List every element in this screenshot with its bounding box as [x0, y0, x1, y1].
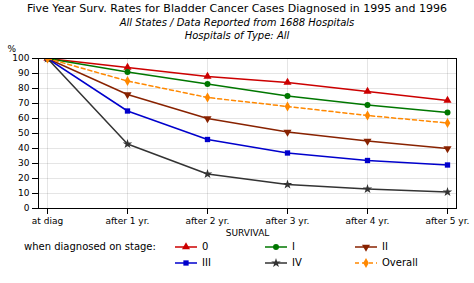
svg-text:50: 50 [18, 128, 30, 138]
html-text:III: III [202, 257, 211, 268]
svg-text:40: 40 [18, 143, 30, 153]
svg-text:after 1 yr.: after 1 yr. [106, 216, 150, 226]
html-text:Five Year Surv. Rates for Blad: Five Year Surv. Rates for Bladder Cancer… [27, 2, 447, 15]
svg-text:80: 80 [18, 83, 30, 93]
html-text:0: 0 [202, 241, 209, 252]
svg-text:60: 60 [18, 113, 30, 123]
svg-text:%: % [8, 44, 17, 54]
svg-text:100: 100 [12, 53, 29, 63]
svg-text:30: 30 [18, 158, 30, 168]
html-text:when diagnosed on stage:: when diagnosed on stage: [24, 241, 156, 252]
svg-text:0: 0 [24, 203, 30, 213]
svg-text:90: 90 [18, 68, 30, 78]
html-text:I: I [292, 241, 295, 252]
html-text:All States / Data Reported fro: All States / Data Reported from 1688 Hos… [119, 17, 355, 28]
svg-text:after 5 yr.: after 5 yr. [426, 216, 470, 226]
svg-text:at diag: at diag [32, 216, 63, 226]
html-text:Overall: Overall [382, 257, 418, 268]
svg-text:after 2 yr.: after 2 yr. [186, 216, 230, 226]
svg-text:10: 10 [18, 188, 30, 198]
svg-text:20: 20 [18, 173, 30, 183]
html-text:Hospitals of Type: All: Hospitals of Type: All [184, 30, 290, 41]
svg-text:SURVIVAL: SURVIVAL [226, 228, 270, 238]
html-text:IV: IV [292, 257, 302, 268]
svg-text:after 3 yr.: after 3 yr. [266, 216, 310, 226]
html-text:II: II [382, 241, 388, 252]
svg-text:70: 70 [18, 98, 30, 108]
svg-text:after 4 yr.: after 4 yr. [346, 216, 390, 226]
